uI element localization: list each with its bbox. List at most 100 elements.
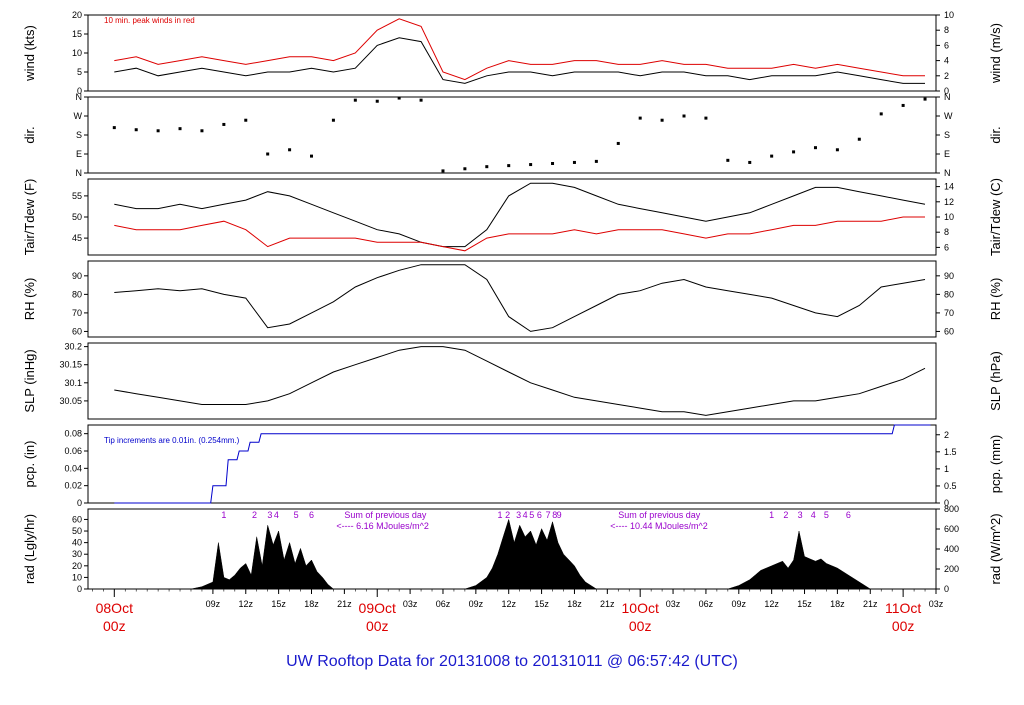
rad-hour-marker: 5 xyxy=(529,510,534,520)
temp-ytick-label: 45 xyxy=(72,233,82,243)
rh-ytick-label: 90 xyxy=(72,271,82,281)
rh-ytick-label: 80 xyxy=(72,289,82,299)
rad-ytick-label: 20 xyxy=(72,561,82,571)
slp-series-line-0 xyxy=(114,346,926,416)
pcp-ylabel-right: pcp. (mm) xyxy=(988,435,1003,494)
dir-ytick-label: E xyxy=(76,149,82,159)
wind-series-line-0 xyxy=(114,37,925,84)
rad-hour-marker: 3 xyxy=(516,510,521,520)
pcp-ytick-label-right: 1.5 xyxy=(944,447,957,457)
pcp-ytick-label-right: 0.5 xyxy=(944,481,957,491)
dir-point xyxy=(879,112,883,116)
wind-ytick-label-right: 2 xyxy=(944,71,949,81)
rad-hour-marker: 4 xyxy=(523,510,528,520)
dir-point xyxy=(857,137,861,141)
wind-ytick-label: 20 xyxy=(72,10,82,20)
temp-ytick-label: 55 xyxy=(72,191,82,201)
pcp-ytick-label-right: 0 xyxy=(944,498,949,508)
dir-point xyxy=(704,116,708,120)
rad-ytick-label: 40 xyxy=(72,538,82,548)
dir-point xyxy=(441,169,445,173)
rh-ytick-label: 70 xyxy=(72,308,82,318)
dir-point xyxy=(353,98,357,102)
rad-hour-marker: 5 xyxy=(824,510,829,520)
wind-ylabel-left: wind (kts) xyxy=(22,25,37,82)
dir-point xyxy=(397,96,401,100)
temp-series-line-1 xyxy=(114,216,925,252)
x-hour-label: 06z xyxy=(436,599,451,609)
dir-point xyxy=(813,146,817,150)
x-hour-label: 09z xyxy=(732,599,747,609)
rad-hour-marker: 7 xyxy=(546,510,551,520)
x-hour-label: 18z xyxy=(830,599,845,609)
x-hour-label: 03z xyxy=(666,599,681,609)
rad-hour-marker: 5 xyxy=(294,510,299,520)
dir-point xyxy=(638,116,642,120)
wind-series-line-1 xyxy=(114,18,925,81)
wind-ytick-label: 0 xyxy=(77,86,82,96)
dir-ytick-label: N xyxy=(76,168,83,178)
rad-ytick-label: 60 xyxy=(72,514,82,524)
pcp-ytick-label: 0.08 xyxy=(64,429,82,439)
rad-ytick-label-right: 800 xyxy=(944,504,959,514)
slp-ylabel-left: SLP (inHg) xyxy=(22,349,37,412)
x-hour-label: 15z xyxy=(534,599,549,609)
dir-point xyxy=(375,99,379,103)
rh-ytick-label-right: 80 xyxy=(944,289,954,299)
dir-point xyxy=(748,160,752,164)
rh-series-line-0 xyxy=(114,264,926,332)
x-hour-label: 06z xyxy=(699,599,714,609)
rad-hour-marker: 4 xyxy=(274,510,279,520)
x-day-time: 00z xyxy=(892,618,915,634)
rad-hour-marker: 3 xyxy=(267,510,272,520)
slp-ytick-label: 30.1 xyxy=(64,378,82,388)
dir-point xyxy=(529,163,533,167)
dir-point xyxy=(770,154,774,158)
x-hour-label: 21z xyxy=(600,599,615,609)
pcp-ytick-label-right: 1 xyxy=(944,464,949,474)
dir-point xyxy=(134,128,138,132)
x-hour-label: 21z xyxy=(337,599,352,609)
wind-ylabel-right: wind (m/s) xyxy=(988,23,1003,84)
rh-ytick-label-right: 70 xyxy=(944,308,954,318)
dir-point xyxy=(244,118,248,122)
dir-point xyxy=(178,127,182,131)
temp-ytick-label-right: 12 xyxy=(944,197,954,207)
rad-ytick-label-right: 400 xyxy=(944,544,959,554)
x-day-date: 11Oct xyxy=(885,600,921,616)
dir-point xyxy=(835,148,839,152)
rad-ytick-label-right: 200 xyxy=(944,564,959,574)
rad-hour-marker: 6 xyxy=(309,510,314,520)
x-hour-label: 12z xyxy=(239,599,254,609)
dir-ytick-label-right: W xyxy=(944,111,953,121)
pcp-panel-frame xyxy=(87,424,937,504)
x-day-date: 10Oct xyxy=(622,600,659,616)
slp-ylabel-right: SLP (hPa) xyxy=(988,351,1003,411)
dir-point xyxy=(660,118,664,122)
dir-point xyxy=(331,118,335,122)
dir-point xyxy=(419,98,423,102)
wind-panel-frame xyxy=(87,14,937,92)
rad-ytick-label-right: 0 xyxy=(944,584,949,594)
rad-hour-marker: 1 xyxy=(497,510,502,520)
slp-ytick-label: 30.2 xyxy=(64,342,82,352)
dir-point xyxy=(200,129,204,133)
rad-hour-marker: 1 xyxy=(221,510,226,520)
rad-ytick-label-right: 600 xyxy=(944,524,959,534)
wind-ytick-label: 5 xyxy=(77,67,82,77)
dir-point xyxy=(222,122,226,126)
dir-ytick-label: N xyxy=(76,92,83,102)
x-hour-label: 09z xyxy=(206,599,221,609)
x-hour-label: 03z xyxy=(929,599,944,609)
rh-ytick-label-right: 60 xyxy=(944,326,954,336)
x-hour-label: 03z xyxy=(403,599,418,609)
pcp-series-line-0 xyxy=(114,424,931,504)
slp-ytick-label: 30.15 xyxy=(59,360,82,370)
wind-ytick-label-right: 8 xyxy=(944,25,949,35)
dir-point xyxy=(310,154,314,158)
rad-ytick-label: 0 xyxy=(77,584,82,594)
pcp-ytick-label: 0 xyxy=(77,498,82,508)
rad-ylabel-right: rad (W/m^2) xyxy=(988,513,1003,584)
rad-ytick-label: 30 xyxy=(72,549,82,559)
